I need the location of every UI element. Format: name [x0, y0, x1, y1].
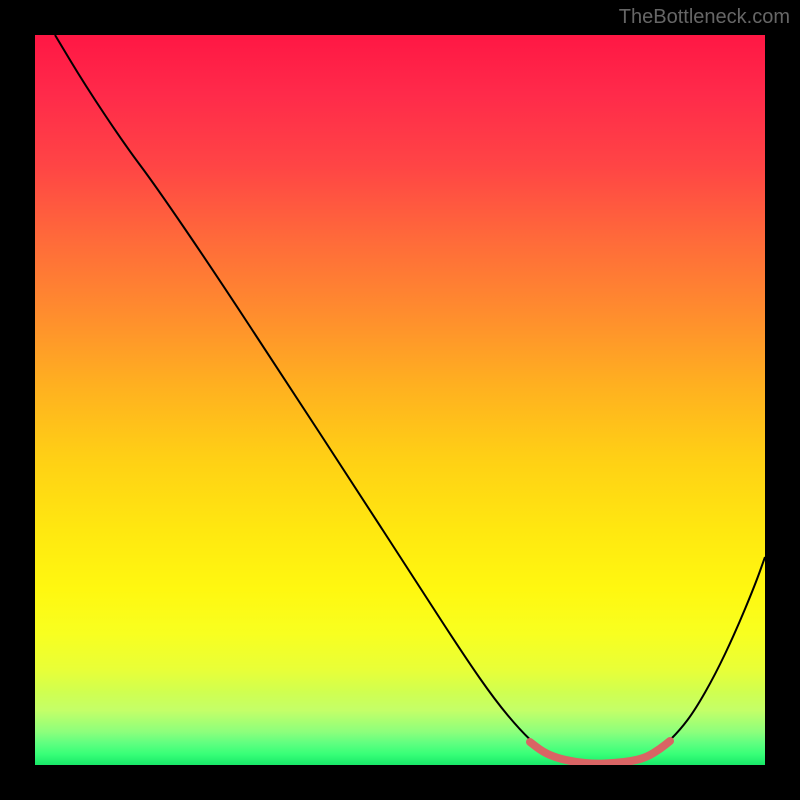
watermark-text: TheBottleneck.com: [619, 6, 790, 29]
curve-line: [55, 35, 765, 764]
sweet-spot-marker: [530, 741, 670, 764]
plot-area: [35, 35, 765, 765]
bottleneck-curve: [35, 35, 765, 765]
